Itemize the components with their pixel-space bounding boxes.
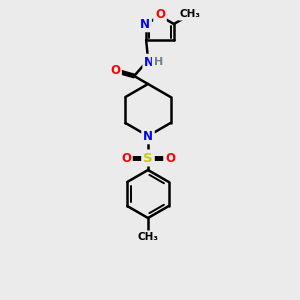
Text: O: O (110, 64, 120, 77)
Text: N: N (140, 17, 150, 31)
Text: N: N (144, 56, 154, 68)
Text: CH₃: CH₃ (179, 9, 200, 19)
Text: S: S (143, 152, 153, 164)
Text: H: H (154, 57, 163, 67)
Text: O: O (155, 8, 165, 22)
Text: O: O (165, 152, 175, 164)
Text: O: O (121, 152, 131, 164)
Text: CH₃: CH₃ (137, 232, 158, 242)
Text: N: N (143, 130, 153, 142)
